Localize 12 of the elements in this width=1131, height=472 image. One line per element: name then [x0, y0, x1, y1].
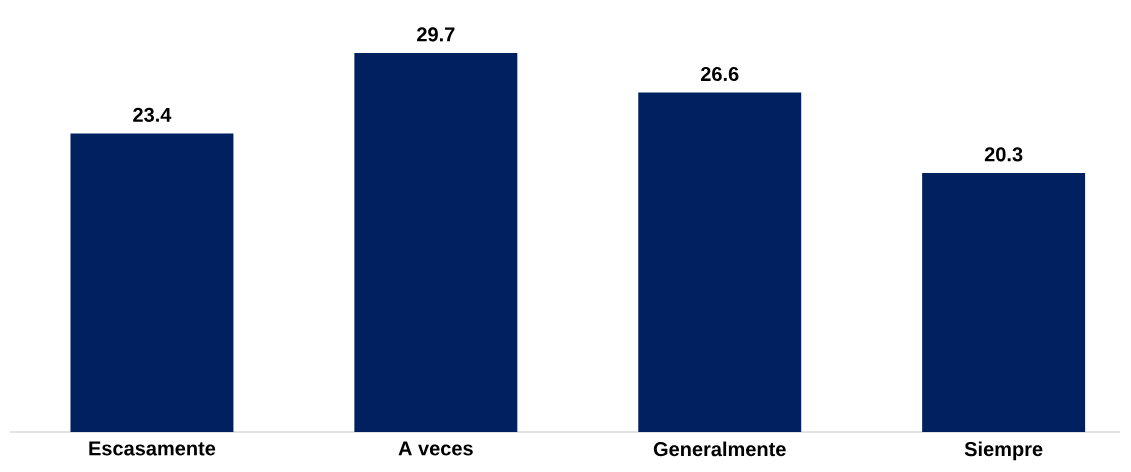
x-tick-label: Generalmente — [653, 441, 786, 457]
data-label: 26.6 — [700, 66, 739, 82]
x-tick-label: Escasamente — [89, 441, 216, 456]
x-tick-label: A veces — [398, 441, 473, 456]
x-tick-label: Siempre — [964, 441, 1043, 461]
data-label: 20.3 — [984, 147, 1023, 162]
bar — [638, 92, 802, 432]
data-label: 29.7 — [417, 27, 455, 42]
bar — [70, 133, 234, 432]
data-label: 23.4 — [133, 107, 172, 122]
bar — [354, 53, 518, 432]
bar — [922, 172, 1086, 432]
